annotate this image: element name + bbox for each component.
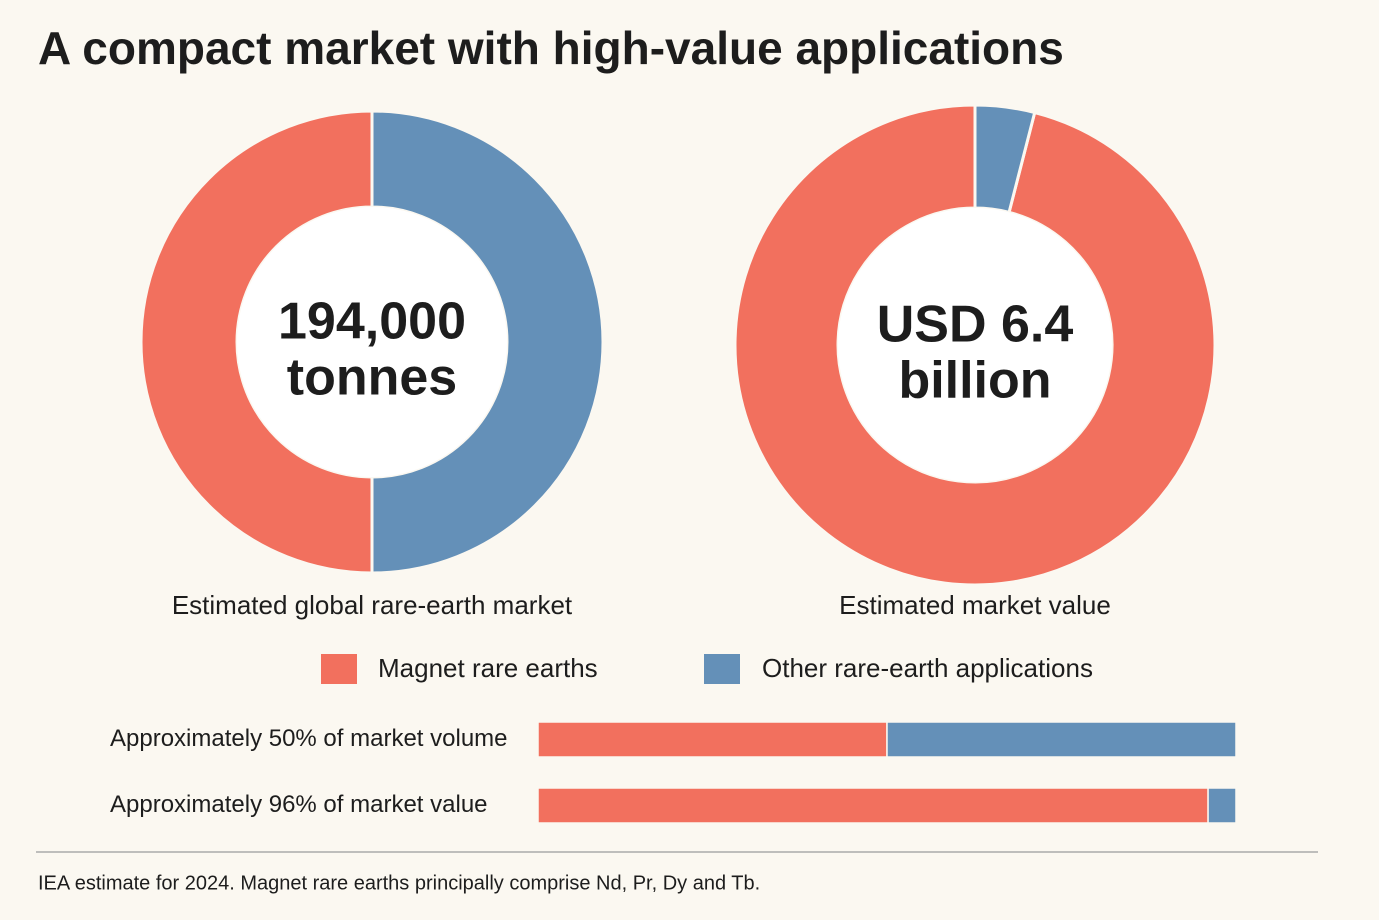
- legend-label: Other rare-earth applications: [762, 653, 1093, 683]
- title: A compact market with high-value applica…: [38, 22, 1064, 74]
- donut-hole: [237, 207, 507, 477]
- bar-label: Approximately 50% of market volume: [110, 725, 508, 752]
- caption: Estimated global rare-earth market: [172, 590, 573, 620]
- donut-slice: [733, 103, 1217, 587]
- donut-hole: [838, 208, 1112, 482]
- footnote: IEA estimate for 2024. Magnet rare earth…: [38, 872, 760, 894]
- legend-swatch: [321, 654, 357, 684]
- bar-segment: [886, 721, 1237, 758]
- bar-segment: [1207, 787, 1237, 824]
- center-label: USD 6.4: [877, 296, 1074, 354]
- bar-segment: [537, 721, 888, 758]
- center-label: tonnes: [287, 349, 457, 407]
- center-label: 194,000: [278, 293, 466, 351]
- bar-segment: [537, 787, 1209, 824]
- caption: Estimated market value: [839, 590, 1111, 620]
- center-label: billion: [898, 352, 1051, 410]
- bar-label: Approximately 96% of market value: [110, 791, 488, 818]
- legend-swatch: [704, 654, 740, 684]
- legend-label: Magnet rare earths: [378, 653, 598, 683]
